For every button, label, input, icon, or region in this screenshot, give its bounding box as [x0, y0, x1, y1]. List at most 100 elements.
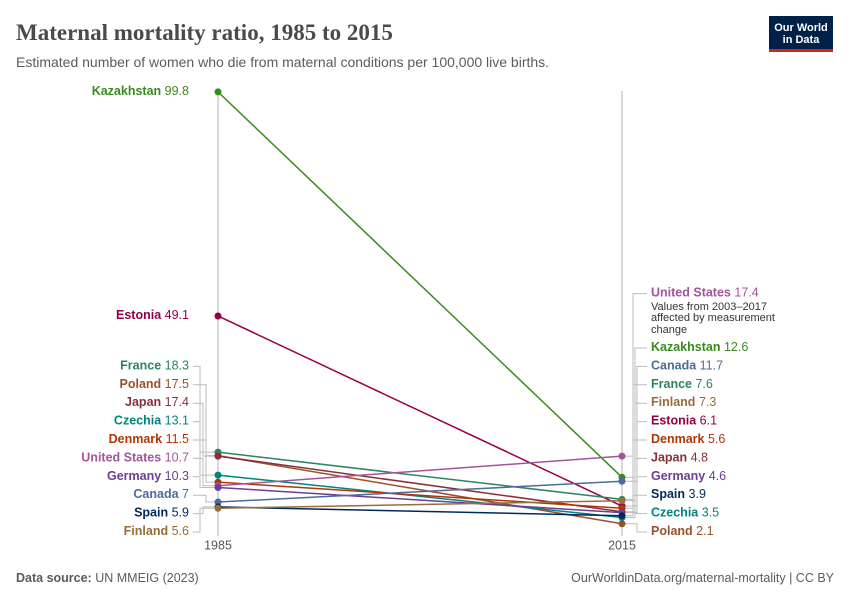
series-label: Czechia 13.1 — [114, 414, 189, 428]
series-name: Germany — [651, 469, 705, 483]
label-connector — [193, 494, 218, 503]
series-name: United States — [81, 451, 161, 465]
point — [214, 498, 222, 506]
annotation: Values from 2003–2017 affected by measur… — [651, 300, 775, 336]
series-name: Estonia — [651, 414, 697, 428]
series-label: France 18.3 — [120, 359, 189, 373]
label-connector — [622, 457, 647, 513]
series-label: Estonia 6.1 — [651, 414, 717, 428]
value-label: 99.8 — [165, 84, 189, 98]
series-name: United States — [651, 286, 731, 300]
series-label: Denmark 11.5 — [109, 432, 189, 446]
series-label: Kazakhstan 12.6 — [651, 340, 748, 354]
value-label: 2.1 — [696, 524, 713, 538]
label-connector — [622, 421, 647, 507]
label-connector — [193, 421, 218, 476]
value-label: 12.6 — [724, 340, 748, 354]
series-name: Finland — [124, 524, 168, 538]
series-name: Finland — [651, 395, 695, 409]
point — [214, 483, 222, 491]
value-label: 5.6 — [708, 432, 725, 446]
series-name: Denmark — [109, 432, 163, 446]
label-connector — [193, 476, 218, 488]
slope-line — [217, 91, 623, 478]
series-label: Germany 4.6 — [651, 469, 726, 483]
label-connector — [193, 365, 218, 453]
series-name: Kazakhstan — [651, 340, 720, 354]
point — [618, 452, 626, 460]
point — [214, 504, 222, 512]
point — [618, 497, 626, 505]
value-label: 6.1 — [700, 414, 717, 428]
value-label: 10.7 — [165, 451, 189, 465]
series-label: Canada 7 — [133, 487, 189, 501]
credit: OurWorldinData.org/maternal-mortality | … — [571, 571, 834, 585]
point — [214, 88, 222, 96]
series-label: Japan 17.4 — [125, 395, 189, 409]
value-label: 3.5 — [702, 506, 719, 520]
connectors — [193, 293, 647, 533]
value-label: 4.8 — [691, 451, 708, 465]
value-label: 17.4 — [165, 395, 189, 409]
series-label: Spain 5.9 — [134, 506, 189, 520]
series-label: Finland 7.3 — [651, 395, 716, 409]
label-connector — [193, 439, 218, 483]
point — [214, 471, 222, 479]
series-name: Czechia — [114, 414, 162, 428]
label-connector — [193, 507, 218, 533]
value-label: 11.7 — [700, 359, 723, 373]
logo-stripe — [769, 49, 833, 52]
logo-text: in Data — [783, 34, 821, 46]
point — [618, 520, 626, 528]
slope-line — [217, 315, 623, 507]
series-label: Poland 2.1 — [651, 524, 714, 538]
label-connector — [622, 293, 647, 457]
slope-line — [217, 454, 623, 525]
series-name: Japan — [651, 451, 687, 465]
label-connector — [193, 506, 218, 515]
label-connector — [622, 513, 647, 519]
slope-line — [217, 506, 623, 517]
slope-line — [217, 486, 623, 514]
series-name: Canada — [651, 359, 697, 373]
series-label: Estonia 49.1 — [116, 308, 189, 322]
point — [618, 477, 626, 485]
series-name: Poland — [120, 377, 162, 391]
value-label: 3.9 — [689, 487, 706, 501]
source-label: Data source: — [16, 571, 92, 585]
series-label: Spain 3.9 — [651, 487, 706, 501]
value-label: 5.9 — [172, 506, 189, 520]
value-label: 18.3 — [165, 359, 189, 373]
label-connector — [193, 402, 218, 457]
chart-subtitle: Estimated number of women who die from m… — [16, 54, 549, 70]
value-label: 7 — [182, 487, 189, 501]
series-label: United States 10.7 — [81, 451, 189, 465]
series-name: France — [651, 377, 692, 391]
series-name: Estonia — [116, 308, 162, 322]
series-name: Czechia — [651, 506, 699, 520]
series-label: Kazakhstan 99.8 — [92, 84, 189, 98]
slope-line — [217, 499, 623, 509]
value-label: 10.3 — [165, 469, 189, 483]
series-label: Finland 5.6 — [124, 524, 189, 538]
series-name: France — [120, 359, 161, 373]
slope-line — [217, 480, 623, 503]
x-tick-label: 2015 — [608, 538, 636, 552]
slope-line — [217, 474, 623, 519]
label-connector — [622, 402, 647, 502]
value-label: 13.1 — [165, 414, 189, 428]
label-connector — [193, 457, 218, 487]
point — [618, 512, 626, 520]
series-label: Poland 17.5 — [120, 377, 190, 391]
series-label: Denmark 5.6 — [651, 432, 725, 446]
series-name: Germany — [107, 469, 161, 483]
series-name: Poland — [651, 524, 693, 538]
value-label: 5.6 — [172, 524, 189, 538]
series-name: Japan — [125, 395, 161, 409]
value-label: 4.6 — [709, 469, 726, 483]
logo-text: Our World — [774, 22, 828, 34]
source: Data source: UN MMEIG (2023) — [16, 571, 199, 585]
series-label: Germany 10.3 — [107, 469, 189, 483]
